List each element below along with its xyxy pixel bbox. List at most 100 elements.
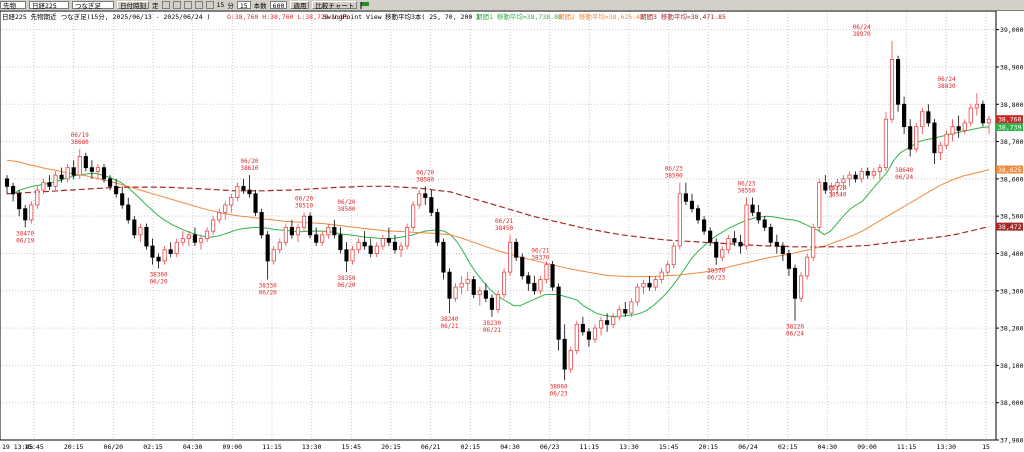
- x-tick-label: 06/23: [540, 443, 560, 451]
- candle-body: [108, 178, 113, 187]
- price-tag-label: 38,625: [998, 166, 1022, 174]
- candle-body: [308, 215, 313, 236]
- candle: [162, 246, 167, 265]
- candle: [520, 253, 525, 280]
- candle: [180, 231, 185, 247]
- swing-date: 06/19: [16, 237, 34, 244]
- candle-body: [132, 219, 137, 236]
- candle-body: [702, 219, 707, 232]
- candle-body: [411, 204, 416, 228]
- candle: [841, 175, 846, 191]
- swing-price: 38350: [337, 275, 355, 282]
- candle: [386, 227, 391, 247]
- candle-body: [805, 256, 810, 277]
- flag-icon[interactable]: [360, 1, 370, 9]
- candle-body: [253, 193, 258, 213]
- candle-body: [344, 249, 349, 262]
- candle-body: [441, 241, 446, 273]
- price-tag-bg: [996, 123, 1023, 132]
- count-input[interactable]: 600: [269, 1, 288, 10]
- candle-body: [853, 174, 858, 180]
- candle-body: [823, 182, 828, 191]
- candle: [271, 246, 276, 265]
- candle-body: [277, 241, 282, 251]
- candle-body: [865, 171, 870, 176]
- candle-body: [568, 350, 573, 370]
- candle-body: [314, 234, 319, 243]
- candle-body: [204, 230, 210, 239]
- span-box-4[interactable]: [194, 1, 203, 9]
- candle: [186, 231, 191, 247]
- span-box-1[interactable]: [161, 1, 170, 9]
- candle: [374, 242, 379, 258]
- candle-body: [229, 197, 234, 206]
- x-tick-label: 02:15: [143, 443, 163, 451]
- swing-price: 38220: [786, 324, 804, 331]
- candle: [501, 268, 507, 299]
- candle-body: [265, 234, 270, 262]
- candle-body: [386, 238, 391, 243]
- index-select[interactable]: 日経225: [29, 1, 69, 10]
- x-tick-label: 15: [982, 443, 990, 451]
- candle: [11, 182, 16, 202]
- candle: [35, 186, 40, 209]
- swing-price: 38680: [71, 139, 89, 146]
- price-tag-bg: [996, 165, 1023, 174]
- candle: [532, 275, 537, 295]
- candle: [326, 223, 331, 239]
- candle-body: [362, 241, 367, 247]
- x-tick-label: 13:30: [619, 443, 639, 451]
- candle: [168, 242, 173, 258]
- candle: [156, 253, 161, 269]
- swing-date: 06/24: [895, 174, 913, 181]
- candle-body: [217, 212, 222, 221]
- candle-body: [926, 111, 931, 124]
- compare-chart-button[interactable]: 比較チャート: [312, 1, 358, 10]
- instrument-select[interactable]: 先物: [0, 1, 26, 10]
- candle: [877, 163, 882, 179]
- candle: [750, 197, 755, 217]
- candle-body: [974, 103, 979, 109]
- minute-value[interactable]: 15: [216, 1, 225, 9]
- candle-body: [192, 234, 197, 243]
- bars-input[interactable]: 15: [236, 1, 251, 10]
- candle-body: [405, 226, 410, 247]
- contract-mode-select[interactable]: つなぎ足: [72, 1, 114, 10]
- candle: [562, 324, 567, 381]
- y-tick-label: 38,600: [1000, 175, 1024, 183]
- candle: [526, 272, 531, 291]
- candle: [47, 175, 52, 191]
- candle: [829, 182, 834, 198]
- candle: [429, 190, 434, 217]
- period-button[interactable]: 日付時刻: [117, 1, 149, 10]
- span-box-2[interactable]: [172, 1, 181, 9]
- apply-button[interactable]: 適用: [290, 1, 310, 10]
- span-box-5[interactable]: [205, 1, 214, 9]
- candle-body: [895, 59, 901, 105]
- candle: [592, 324, 598, 344]
- candle: [241, 178, 246, 194]
- span-box-3[interactable]: [183, 1, 192, 9]
- candle-body: [392, 241, 398, 251]
- chart[interactable]: 3847006/1906/19386803836006/2006/2038610…: [0, 11, 1024, 452]
- x-tick-label: 09:00: [223, 443, 243, 451]
- candle-body: [986, 118, 992, 124]
- candle-body: [598, 320, 604, 329]
- candle-body: [908, 126, 913, 150]
- candle-body: [671, 245, 676, 266]
- swing-date: 06/24: [786, 331, 804, 338]
- candle: [423, 186, 428, 205]
- candle: [611, 313, 616, 329]
- swing-date: 06/20: [337, 199, 355, 206]
- candle-body: [77, 156, 82, 176]
- candle-body: [665, 264, 670, 273]
- candle-body: [295, 226, 301, 236]
- ohlc-readout: O:38,760 H:38,760 L:38,720 V:85: [227, 13, 348, 21]
- candle-body: [156, 256, 161, 262]
- candle: [726, 234, 731, 254]
- candle: [29, 201, 34, 224]
- candle-body: [520, 256, 525, 277]
